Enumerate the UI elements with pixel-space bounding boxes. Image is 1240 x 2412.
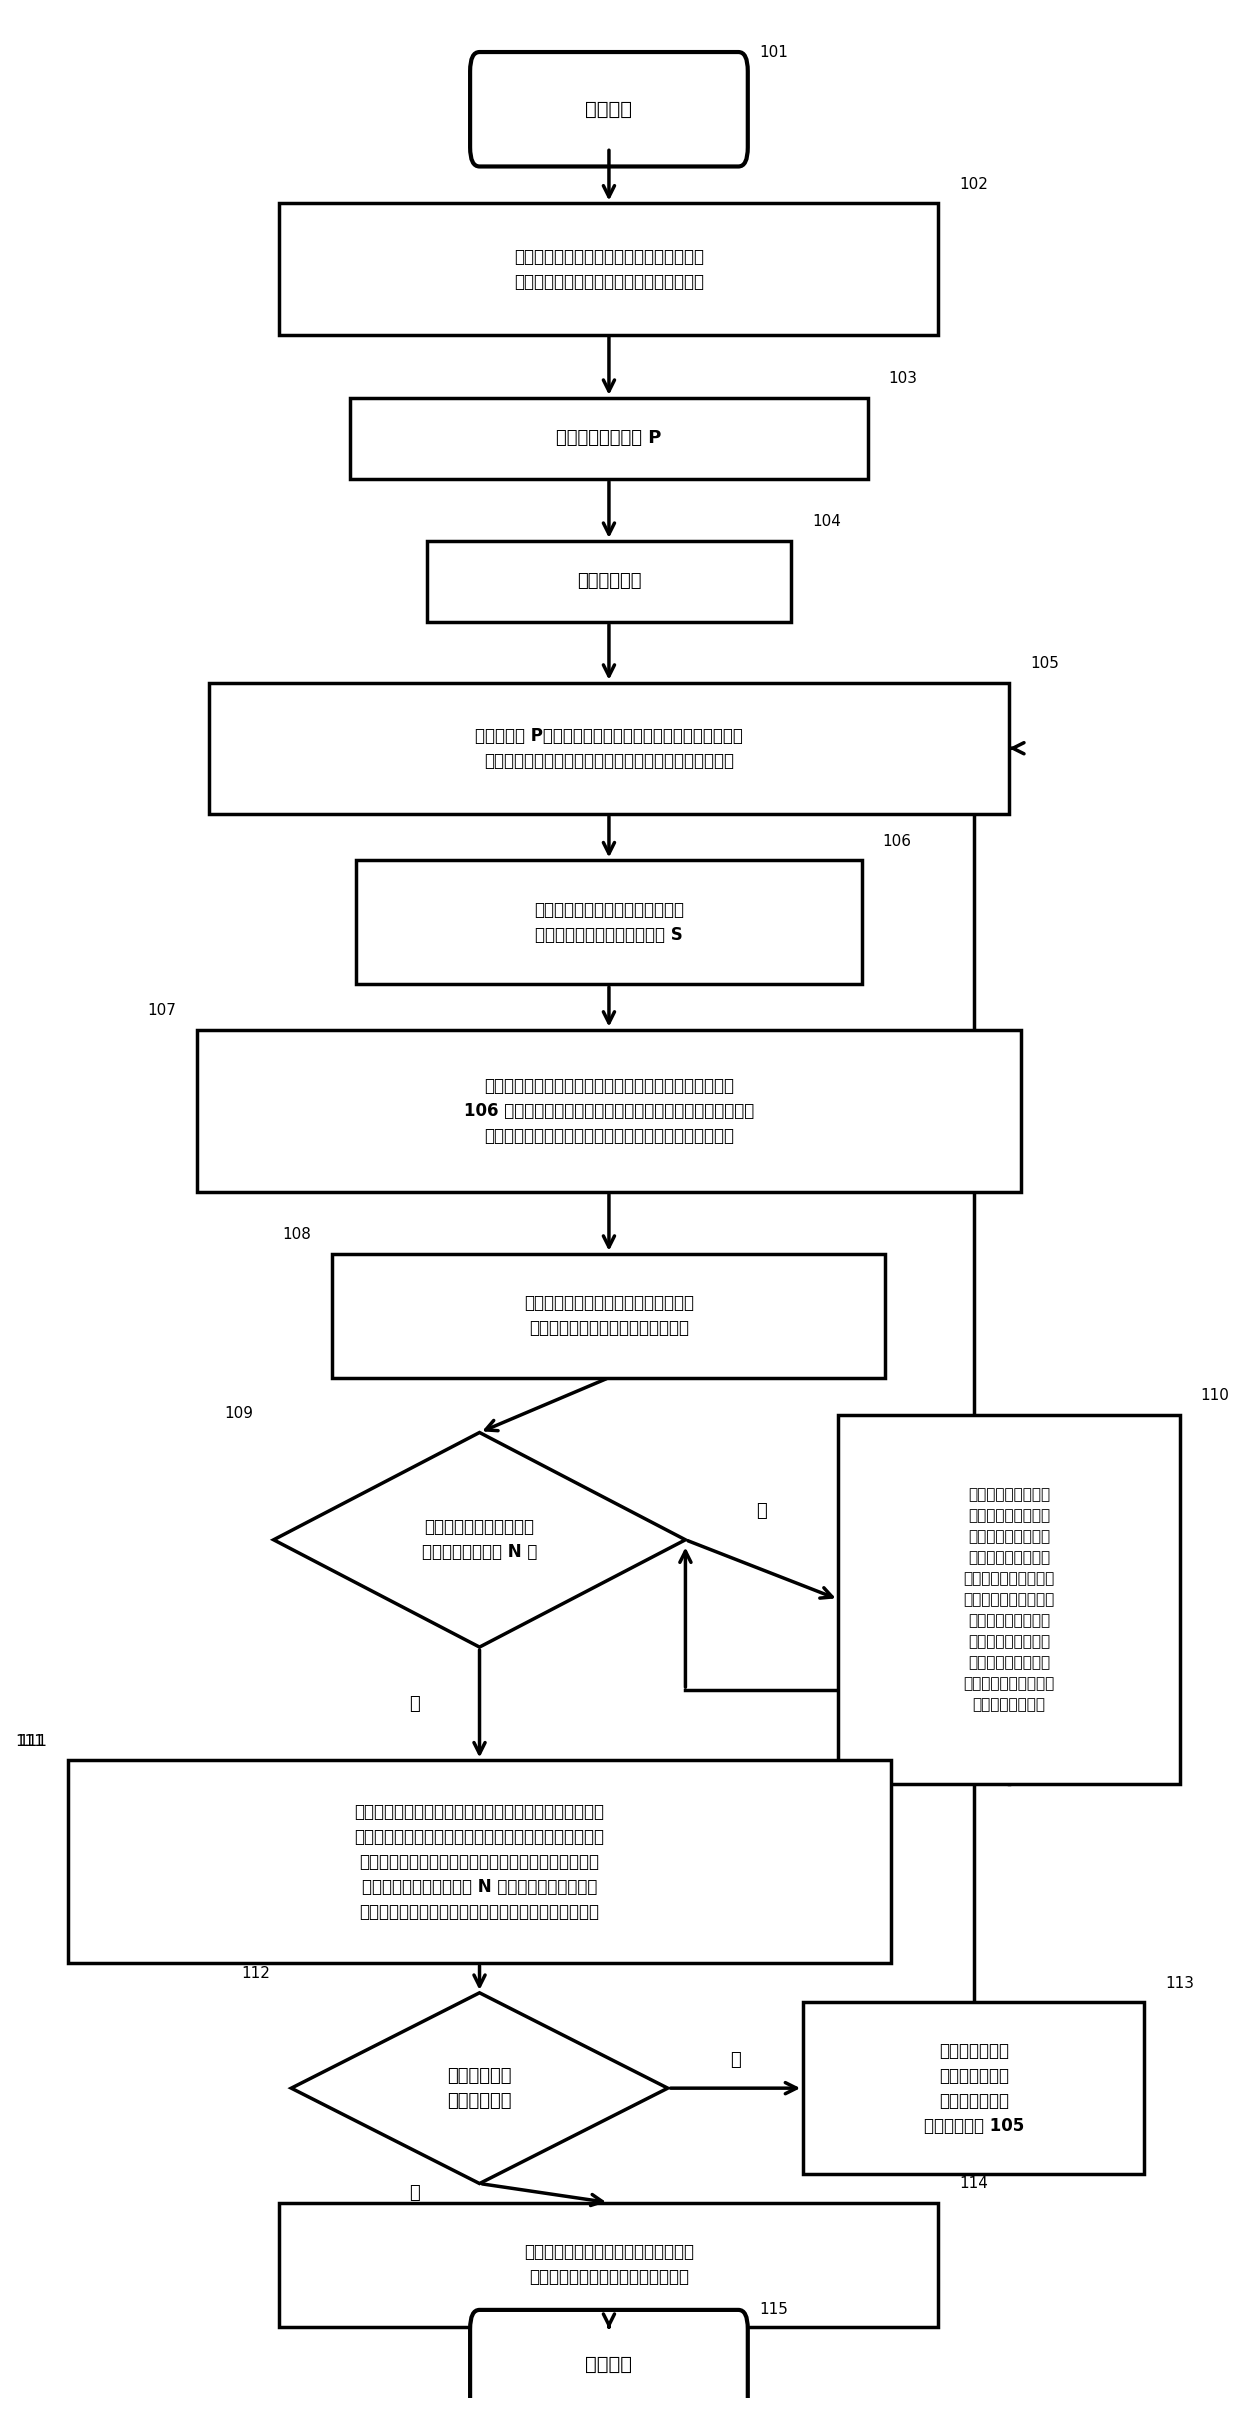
Text: 计算第一层非支配个体集合中每个个体的拥挤距高表示其
拥挤度，选择最好的排序方法以加速排序和地排序等，将
第一层非支配个体集合中每个个体按照其拥挤距高序排
列后的: 计算第一层非支配个体集合中每个个体的拥挤距高表示其 拥挤度，选择最好的排序方法以… (355, 1802, 605, 1920)
Text: 第一层非支配个体集合中
的个数大于或等于 N 个: 第一层非支配个体集合中 的个数大于或等于 N 个 (422, 1517, 537, 1561)
Bar (197, 1030, 1021, 1192)
Text: 进化次数大于
等于迭代次数: 进化次数大于 等于迭代次数 (448, 2067, 512, 2110)
Text: 112: 112 (242, 1966, 270, 1980)
Text: 113: 113 (1166, 1975, 1194, 1990)
Text: 115: 115 (759, 2303, 789, 2318)
Text: 否: 否 (756, 1503, 768, 1520)
Text: 将最终得到的进化种群中拥挤距高最大
拥挤度最小的个体作为最优个体输出: 将最终得到的进化种群中拥挤距高最大 拥挤度最小的个体作为最优个体输出 (525, 2243, 694, 2287)
Text: 算法结束: 算法结束 (585, 2354, 632, 2373)
Text: 算法开始: 算法开始 (585, 99, 632, 118)
Text: 获取流水线上安装设备的位置个数、相邻两
个位置之间的间距、设备种类数、每种设备: 获取流水线上安装设备的位置个数、相邻两 个位置之间的间距、设备种类数、每种设备 (513, 248, 704, 289)
Text: 根据每个所述个体的第一目标値和第二
目标値，获取第一层非支配个体集合: 根据每个所述个体的第一目标値和第二 目标値，获取第一层非支配个体集合 (525, 1295, 694, 1336)
Bar (350, 398, 868, 480)
Text: 是: 是 (409, 1696, 420, 1713)
Text: 101: 101 (759, 43, 789, 60)
Text: 106: 106 (883, 835, 911, 849)
Text: 111: 111 (17, 1734, 47, 1749)
Text: 102: 102 (960, 176, 988, 193)
Text: 随机产生初始种群 P: 随机产生初始种群 P (557, 429, 662, 446)
Bar (356, 861, 862, 984)
Bar (427, 540, 791, 622)
Bar (279, 2202, 939, 2328)
Text: 107: 107 (148, 1003, 176, 1018)
Bar (838, 1413, 1179, 1785)
Bar (279, 203, 939, 335)
Text: 103: 103 (889, 371, 918, 386)
Text: 对初始种群 P，选择遗传算法对个体进行交叉、重组和变异
处理，生成新的个体，并加入初始种群中，得到变异种群: 对初始种群 P，选择遗传算法对个体进行交叉、重组和变异 处理，生成新的个体，并加… (475, 726, 743, 769)
Text: 将所述初始种群
中的个体替换成
进化种群中的个
体后执行步骤 105: 将所述初始种群 中的个体替换成 进化种群中的个 体后执行步骤 105 (924, 2041, 1024, 2135)
Text: 110: 110 (1200, 1387, 1229, 1404)
Bar (332, 1254, 885, 1377)
Text: 114: 114 (960, 2176, 988, 2190)
FancyBboxPatch shape (470, 53, 748, 166)
Polygon shape (274, 1433, 686, 1647)
Bar (208, 683, 1009, 813)
Bar (68, 1761, 892, 1963)
Text: 根据所获取的相邻设备之间距离和设备价格信息以及步骤
106 计算出的零件在流水线上加工的位置信息，计算上述所得
到的变异种群的每个个体的第一目标函数値和第二目标: 根据所获取的相邻设备之间距离和设备价格信息以及步骤 106 计算出的零件在流水线… (464, 1076, 754, 1146)
Text: 109: 109 (223, 1406, 253, 1421)
Polygon shape (291, 1992, 668, 2183)
Text: 根据相应的个体，获取每种零件在
流水线上加工顺序的位置信息 S: 根据相应的个体，获取每种零件在 流水线上加工顺序的位置信息 S (534, 900, 684, 943)
Text: 否: 否 (730, 2050, 740, 2069)
Text: 108: 108 (283, 1228, 311, 1242)
Bar (804, 2002, 1145, 2173)
Text: 根据除所述第一层非
支配个体集合中的个
体外的每个所述个体
的第一目标値和第二
目标値，获取第二层非
支配个体集合，并将所
述第二层非支配个体
集合中的个体加入: 根据除所述第一层非 支配个体集合中的个 体外的每个所述个体 的第一目标値和第二 … (963, 1486, 1055, 1713)
Text: 是: 是 (409, 2185, 420, 2202)
FancyBboxPatch shape (470, 2311, 748, 2412)
Text: 获取迭代次数: 获取迭代次数 (577, 572, 641, 591)
Text: 111: 111 (16, 1734, 45, 1749)
Text: 105: 105 (1030, 656, 1059, 671)
Text: 104: 104 (812, 514, 841, 528)
